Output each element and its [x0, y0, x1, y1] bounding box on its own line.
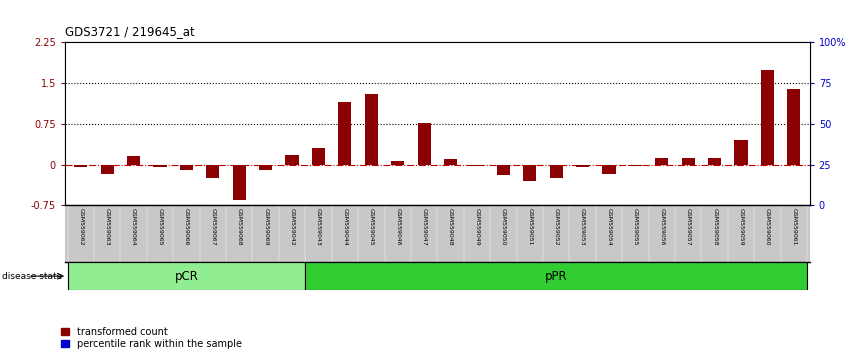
Point: [259, 113, 273, 119]
Text: GSM559051: GSM559051: [527, 208, 533, 246]
Point: [655, 154, 669, 159]
Point: [576, 162, 590, 167]
Text: GSM559048: GSM559048: [448, 208, 453, 246]
Bar: [206, 165, 219, 178]
Text: GSM559050: GSM559050: [501, 208, 506, 246]
Text: GSM559052: GSM559052: [553, 208, 559, 246]
Text: GSM559053: GSM559053: [580, 208, 585, 246]
Bar: [127, 156, 140, 165]
Text: GSM559045: GSM559045: [369, 208, 374, 246]
Text: GSM559065: GSM559065: [158, 208, 163, 246]
Bar: [74, 165, 87, 167]
Text: GSM559061: GSM559061: [792, 208, 797, 246]
Bar: [603, 165, 616, 175]
Point: [126, 137, 140, 143]
Point: [629, 162, 643, 167]
Text: disease state: disease state: [2, 272, 62, 281]
Point: [206, 167, 220, 172]
Text: GSM559067: GSM559067: [210, 208, 216, 246]
Text: GSM559064: GSM559064: [131, 208, 136, 246]
Text: GSM559058: GSM559058: [712, 208, 717, 246]
Point: [602, 167, 616, 172]
Legend: transformed count, percentile rank within the sample: transformed count, percentile rank withi…: [61, 327, 242, 349]
Bar: [734, 140, 747, 165]
Bar: [629, 165, 642, 166]
Point: [153, 162, 167, 167]
Bar: [233, 165, 246, 200]
Text: GSM559056: GSM559056: [659, 208, 664, 246]
Point: [523, 167, 537, 172]
Point: [417, 113, 431, 119]
Bar: [576, 165, 589, 167]
Text: GSM559054: GSM559054: [606, 208, 611, 246]
Text: GSM559043: GSM559043: [316, 208, 321, 246]
Bar: [306, 262, 807, 290]
Bar: [339, 102, 352, 165]
Point: [496, 178, 510, 184]
Point: [443, 145, 457, 151]
Point: [708, 154, 721, 159]
Point: [470, 154, 484, 159]
Text: GSM559042: GSM559042: [289, 208, 294, 246]
Point: [682, 137, 695, 143]
Bar: [550, 165, 563, 178]
Point: [338, 56, 352, 62]
Point: [549, 162, 563, 167]
Text: GSM559060: GSM559060: [765, 208, 770, 246]
Point: [285, 105, 299, 110]
Bar: [682, 158, 695, 165]
Point: [734, 88, 748, 94]
Point: [232, 194, 246, 200]
Bar: [180, 165, 193, 170]
Text: GSM559047: GSM559047: [422, 208, 427, 246]
Text: GSM559049: GSM559049: [475, 208, 480, 246]
Text: GSM559044: GSM559044: [342, 208, 347, 246]
Point: [179, 162, 193, 167]
Point: [391, 167, 404, 172]
Bar: [656, 158, 669, 165]
Point: [312, 113, 326, 119]
Bar: [391, 161, 404, 165]
Bar: [153, 165, 166, 167]
Text: GSM559068: GSM559068: [236, 208, 242, 246]
Bar: [68, 262, 306, 290]
Bar: [286, 155, 299, 165]
Bar: [417, 123, 430, 165]
Text: GSM559063: GSM559063: [105, 208, 110, 246]
Text: pPR: pPR: [545, 270, 567, 282]
Text: GSM559055: GSM559055: [633, 208, 638, 246]
Point: [787, 45, 801, 50]
Text: GSM559069: GSM559069: [263, 208, 268, 246]
Bar: [708, 158, 721, 165]
Bar: [523, 165, 536, 181]
Point: [100, 170, 114, 176]
Bar: [761, 70, 774, 165]
Text: GSM559057: GSM559057: [686, 208, 691, 246]
Bar: [259, 165, 272, 170]
Bar: [787, 88, 800, 165]
Text: GSM559046: GSM559046: [395, 208, 400, 246]
Text: GDS3721 / 219645_at: GDS3721 / 219645_at: [65, 25, 195, 38]
Bar: [365, 94, 378, 165]
Text: GSM559059: GSM559059: [739, 208, 744, 246]
Bar: [444, 159, 457, 165]
Bar: [497, 165, 510, 176]
Point: [365, 56, 378, 62]
Bar: [100, 165, 113, 175]
Bar: [312, 148, 325, 165]
Point: [760, 45, 774, 50]
Bar: [470, 165, 483, 166]
Text: GSM559066: GSM559066: [184, 208, 189, 246]
Point: [74, 97, 87, 102]
Text: GSM559062: GSM559062: [78, 208, 83, 246]
Text: pCR: pCR: [174, 270, 198, 282]
